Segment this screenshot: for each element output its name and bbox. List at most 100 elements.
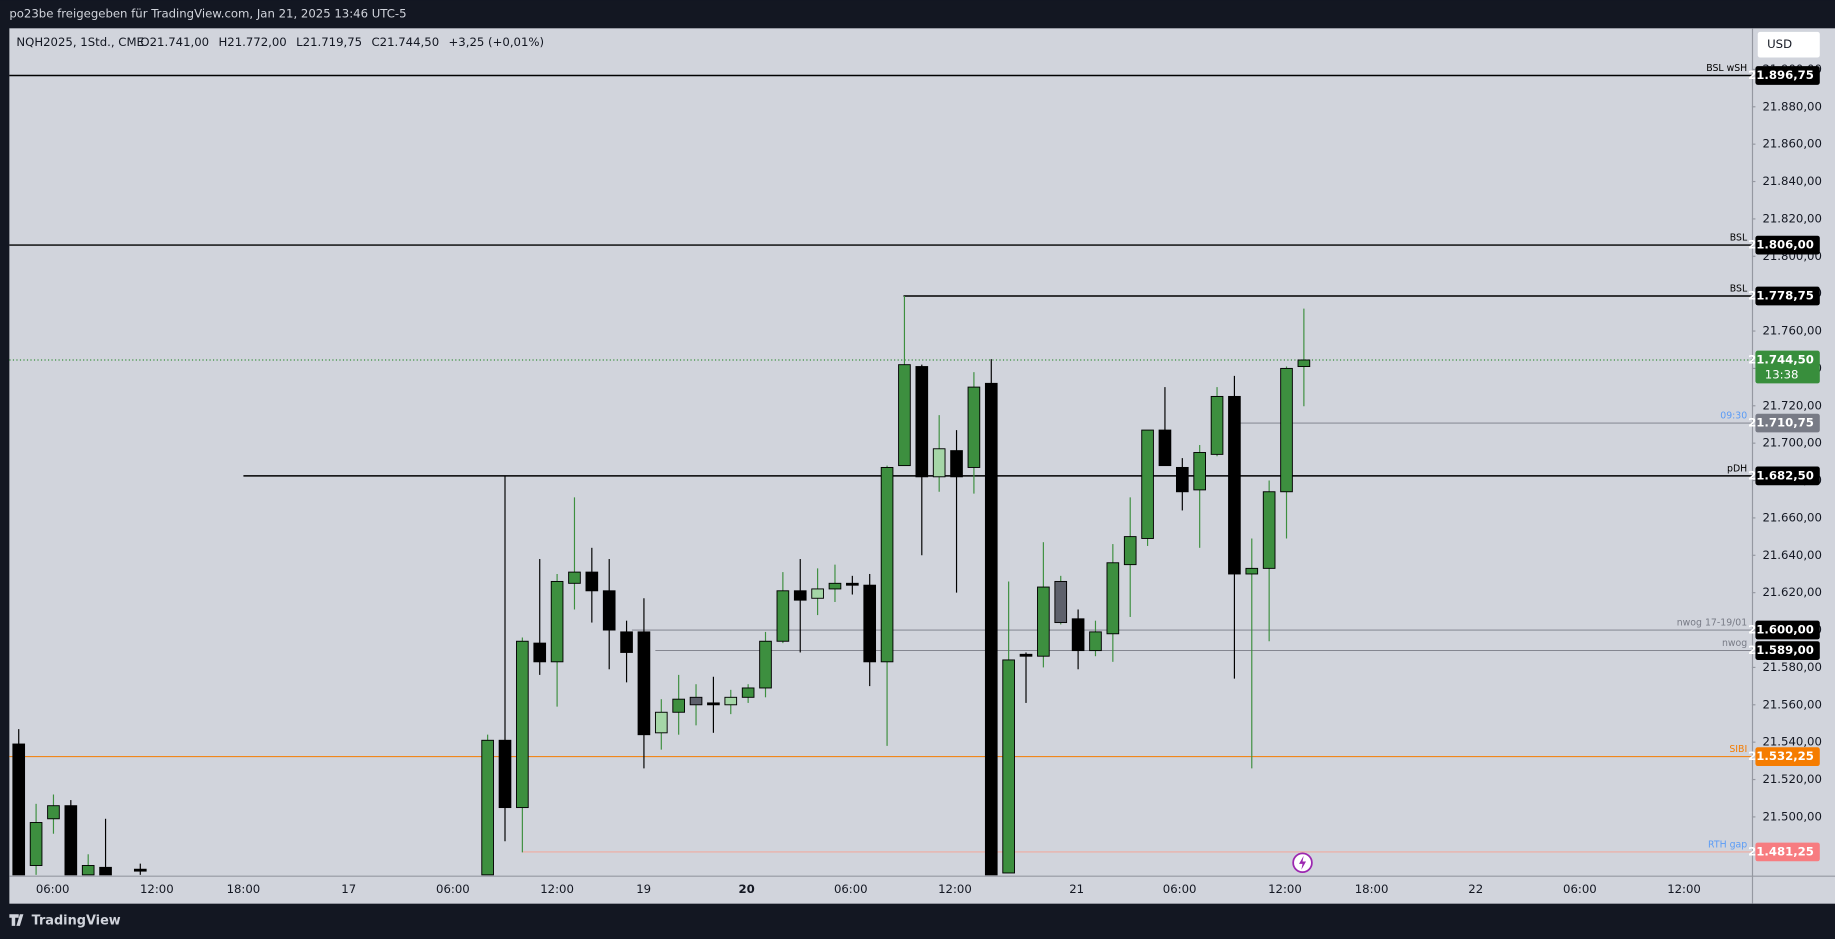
candle-body	[1106, 562, 1120, 635]
candle-body	[481, 739, 494, 876]
candle-body	[620, 631, 633, 653]
price-label: 21.589,00	[1748, 641, 1820, 660]
candle-body	[1280, 367, 1293, 493]
share-title: po23be freigegeben für TradingView.com, …	[9, 7, 406, 21]
candle-body	[568, 571, 581, 584]
candle-body	[516, 640, 529, 809]
price-label: 21.481,25	[1748, 842, 1820, 862]
x-tick-label: 12:00	[938, 882, 972, 896]
x-tick-label: 12:00	[140, 882, 174, 896]
price-label-text: 21.744,50	[1748, 353, 1814, 367]
candle-body	[863, 584, 877, 663]
level-name: pDH	[1727, 463, 1747, 474]
x-tick-label: 06:00	[1163, 882, 1197, 896]
candle-body	[637, 631, 651, 736]
countdown: 13:38	[1765, 368, 1799, 382]
x-tick-label: 17	[341, 882, 356, 896]
x-tick-label: 22	[1468, 882, 1483, 896]
candle-body	[1123, 536, 1137, 566]
price-label-text: 21.896,75	[1748, 68, 1814, 82]
price-label: 21.682,50	[1748, 466, 1820, 486]
ohlc-value: H21.772,00	[218, 35, 286, 49]
candle-body	[932, 448, 946, 478]
candle-body	[1141, 429, 1154, 539]
price-label-box	[1755, 235, 1820, 255]
tv-logo: TradingView	[9, 914, 121, 929]
candle-body	[602, 590, 616, 631]
y-tick-label: 21.840,00	[1762, 174, 1821, 188]
candle-body	[846, 582, 859, 586]
candle-body	[1071, 618, 1085, 652]
candle-body	[1262, 491, 1276, 569]
level-name: nwog 17-19/01	[1677, 618, 1748, 629]
price-label: 21.806,00	[1748, 235, 1820, 255]
y-tick-label: 21.660,00	[1762, 510, 1821, 524]
price-label-text: 21.589,00	[1748, 643, 1814, 657]
candle-body	[1210, 395, 1224, 455]
level-name: nwog	[1722, 638, 1747, 649]
candle-body	[1037, 586, 1050, 657]
candle-body	[689, 696, 703, 706]
y-tick-label: 21.580,00	[1762, 660, 1821, 674]
price-label-text: 21.481,25	[1748, 844, 1814, 858]
y-tick-label: 21.500,00	[1762, 809, 1821, 823]
brand: TradingView	[32, 914, 121, 929]
level-name: RTH gap	[1708, 839, 1747, 850]
currency-box[interactable]	[1757, 31, 1820, 58]
currency[interactable]: USD	[1767, 37, 1792, 51]
candle-body	[1297, 359, 1311, 368]
candle-body	[12, 743, 26, 876]
candle-body	[550, 580, 564, 663]
y-tick-label: 21.700,00	[1762, 436, 1821, 450]
y-tick-label: 21.760,00	[1762, 324, 1821, 338]
candle-body	[967, 386, 981, 468]
level-name: BSL	[1730, 283, 1748, 294]
candle-body	[585, 571, 599, 592]
price-label-box	[1755, 620, 1820, 640]
price-label: 21.896,75	[1748, 66, 1820, 85]
y-tick-label: 21.880,00	[1762, 99, 1821, 113]
candle-body	[898, 364, 911, 467]
candle-body	[741, 687, 755, 698]
candle-body	[1019, 653, 1033, 657]
price-label-text: 21.778,75	[1748, 289, 1814, 303]
price-label-box	[1755, 466, 1820, 486]
price-label-text: 21.710,75	[1748, 416, 1814, 430]
price-label: 21.600,00	[1748, 620, 1820, 640]
ohlc-value: +3,25 (+0,01%)	[449, 35, 545, 49]
price-label-text: 21.682,50	[1748, 468, 1814, 482]
level-name: 09:30	[1720, 411, 1747, 422]
candle-body	[64, 805, 78, 876]
alert-icon[interactable]	[1292, 852, 1313, 873]
y-tick-label: 21.520,00	[1762, 772, 1821, 786]
candle-body	[1175, 466, 1189, 493]
level-name: BSL wSH	[1706, 63, 1747, 74]
y-tick-label: 21.620,00	[1762, 585, 1821, 599]
y-tick-label: 21.820,00	[1762, 211, 1821, 225]
ohlc-value: O21.741,00	[140, 35, 209, 49]
price-label: 21.532,25	[1748, 747, 1820, 767]
candle-body	[915, 366, 929, 478]
candle-body	[984, 382, 998, 876]
y-tick-label: 21.560,00	[1762, 697, 1821, 711]
x-tick-label: 18:00	[227, 882, 261, 896]
candle-body	[654, 711, 668, 734]
candle-body	[133, 868, 147, 872]
level-name: SIBI	[1729, 744, 1747, 755]
candle-body	[1158, 429, 1172, 467]
price-axis: 21.500,00 21.520,00 21.540,00 21.560,00 21.5…	[1751, 62, 1822, 823]
x-tick-label: 06:00	[1563, 882, 1597, 896]
levels: BSL wSH BSL BSL 09:30 pDH nwog 17-19/01 nwog SI…	[9, 63, 1752, 853]
symbol: NQH2025, 1Std., CME	[16, 35, 144, 49]
alert-bolt[interactable]	[1299, 855, 1307, 870]
candle-body	[81, 865, 95, 876]
candle-body	[672, 698, 685, 713]
candle-body	[793, 590, 807, 601]
x-tick-label: 12:00	[1268, 882, 1302, 896]
x-tick-label: 12:00	[1667, 882, 1701, 896]
price-label-box	[1755, 747, 1820, 767]
x-tick-label: 12:00	[540, 882, 574, 896]
price-label-box	[1755, 66, 1820, 85]
x-tick-label: 06:00	[36, 882, 70, 896]
